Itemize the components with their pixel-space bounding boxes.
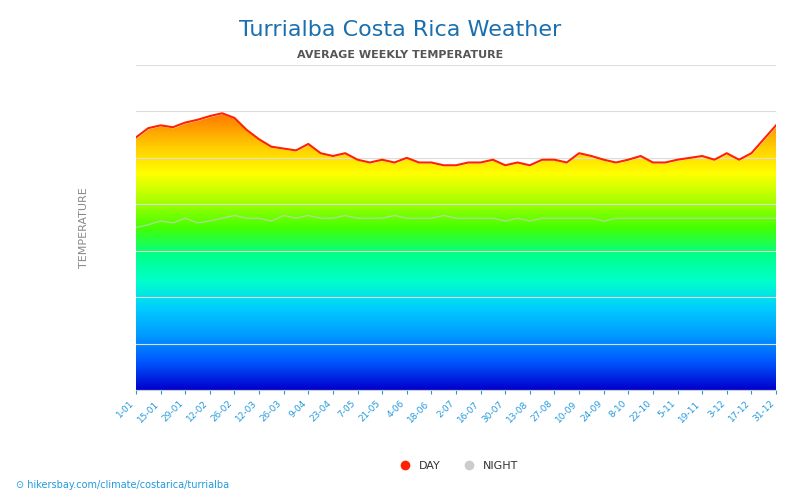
Text: AVERAGE WEEKLY TEMPERATURE: AVERAGE WEEKLY TEMPERATURE (297, 50, 503, 60)
Text: ⊙ hikersbay.com/climate/costarica/turrialba: ⊙ hikersbay.com/climate/costarica/turria… (16, 480, 229, 490)
Legend: DAY, NIGHT: DAY, NIGHT (389, 456, 523, 475)
Text: Turrialba Costa Rica Weather: Turrialba Costa Rica Weather (239, 20, 561, 40)
Y-axis label: TEMPERATURE: TEMPERATURE (79, 187, 90, 268)
